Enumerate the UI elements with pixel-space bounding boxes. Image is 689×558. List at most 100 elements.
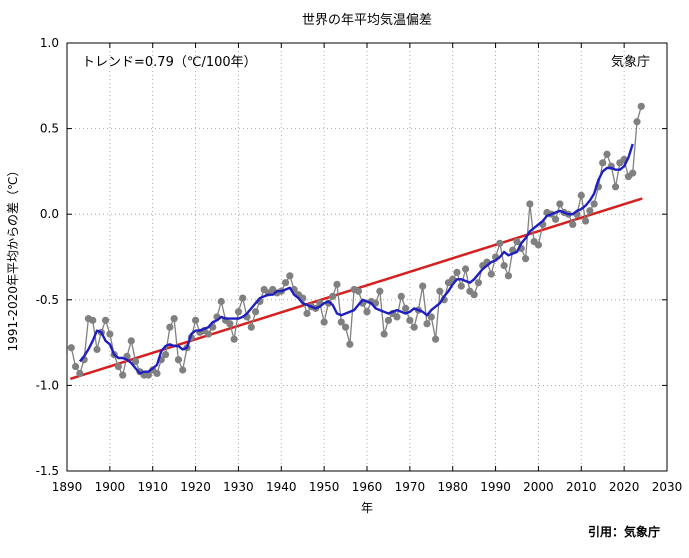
y-tick-label--1.0: -1.0 [36,378,59,392]
annual-point-1965 [384,316,393,324]
annual-point-1909 [144,371,153,379]
annual-point-1967 [393,313,401,321]
annual-point-2008 [569,220,577,229]
x-tick-label-1980: 1980 [437,480,468,494]
annual-point-1926 [217,297,225,306]
annual-point-1946 [303,309,311,318]
x-tick-label-1970: 1970 [395,480,426,494]
annual-point-1960 [363,308,371,316]
annual-point-1916 [174,356,183,364]
annual-point-1941 [281,279,290,287]
x-tick-label-1960: 1960 [352,480,383,494]
annual-point-1954 [337,318,345,326]
annual-point-1933 [247,323,255,331]
annual-point-1902 [114,362,123,371]
annual-point-1976 [431,335,440,343]
y-axis-label: 1991-2020年平均からの差（℃） [6,165,20,352]
x-tick-label-1920: 1920 [180,480,211,494]
annual-point-1934 [251,308,260,316]
agency-label: 気象庁 [611,54,650,70]
annual-point-2022 [629,169,637,177]
x-tick-label-1900: 1900 [95,480,126,494]
annual-point-1915 [170,315,178,323]
annual-point-1911 [153,369,161,378]
annual-point-2015 [599,159,607,167]
annual-point-1896 [89,316,97,324]
annual-point-1931 [239,294,247,302]
annual-point-2013 [590,200,598,208]
annual-point-1917 [179,366,187,374]
x-tick-label-1940: 1940 [266,480,297,494]
annual-point-1950 [320,318,328,326]
annual-point-1977 [436,287,444,295]
annual-point-1997 [521,255,530,263]
annual-point-1913 [161,350,170,359]
moving-average-line [78,143,634,375]
x-tick-label-1910: 1910 [137,480,168,494]
trend-annotation: トレンド=0.79（℃/100年） [82,55,257,70]
annual-point-1964 [380,330,388,338]
annual-point-2012 [586,207,594,215]
x-tick-label-2020: 2020 [609,480,640,494]
x-tick-label-1950: 1950 [309,480,340,494]
chart-title: 世界の年平均気温偏差 [302,12,432,28]
annual-point-2000 [534,241,543,249]
x-tick-label-1890: 1890 [52,480,83,494]
x-tick-label-2010: 2010 [566,480,597,494]
annual-point-1952 [329,292,337,300]
y-tick-label--1.5: -1.5 [36,464,59,478]
annual-point-1899 [101,316,110,324]
annual-point-1970 [406,316,414,324]
annual-point-1981 [453,268,461,277]
annual-point-1929 [230,335,238,343]
annual-point-1928 [226,320,234,328]
annual-point-1993 [504,272,513,280]
annual-point-1983 [461,265,470,273]
y-tick-label-0.0: 0.0 [40,207,59,221]
annual-point-2016 [603,150,611,158]
annual-point-1953 [333,280,341,288]
annual-point-1900 [106,330,114,338]
annual-point-2024 [637,102,645,110]
annual-point-1991 [496,239,504,247]
annual-point-1897 [93,345,101,354]
annual-point-1998 [526,200,534,208]
annual-point-1893 [76,369,84,378]
moving-average-series [78,143,634,375]
annual-point-1903 [119,371,127,379]
annual-point-1891 [67,344,75,352]
annual-point-1955 [341,323,350,331]
annual-point-1905 [127,337,135,345]
grid-lines [67,43,667,471]
x-axis-label: 年 [361,501,373,515]
annual-point-1968 [397,292,405,300]
annual-point-1914 [166,323,174,331]
annual-point-2005 [556,200,564,208]
annual-point-1930 [234,308,243,316]
annual-point-1958 [354,287,363,295]
annual-point-1923 [204,330,213,338]
annual-point-1989 [487,270,495,278]
x-axis-ticks: 1890 1900 1910 1920 1930 1940 1950 1960 1970 1980… [52,43,682,494]
annual-point-2004 [551,215,560,223]
annual-point-1985 [470,291,478,299]
annual-point-1963 [376,287,384,295]
annual-point-1975 [427,313,435,321]
x-tick-label-2000: 2000 [523,480,554,494]
annual-point-1892 [71,362,80,371]
annual-point-1995 [513,237,521,246]
annual-point-1969 [401,304,410,312]
annual-point-1982 [457,282,465,290]
annual-line [70,106,642,377]
annual-point-1920 [191,316,200,324]
annual-point-1974 [423,320,431,328]
plot-frame [66,42,668,472]
annual-point-1986 [474,279,483,287]
annual-point-1942 [286,272,294,280]
y-tick-label--0.5: -0.5 [36,293,59,307]
y-tick-label-1.0: 1.0 [40,36,59,50]
annual-point-1906 [131,357,140,366]
annual-point-2011 [581,217,590,225]
annual-point-1992 [500,261,508,270]
